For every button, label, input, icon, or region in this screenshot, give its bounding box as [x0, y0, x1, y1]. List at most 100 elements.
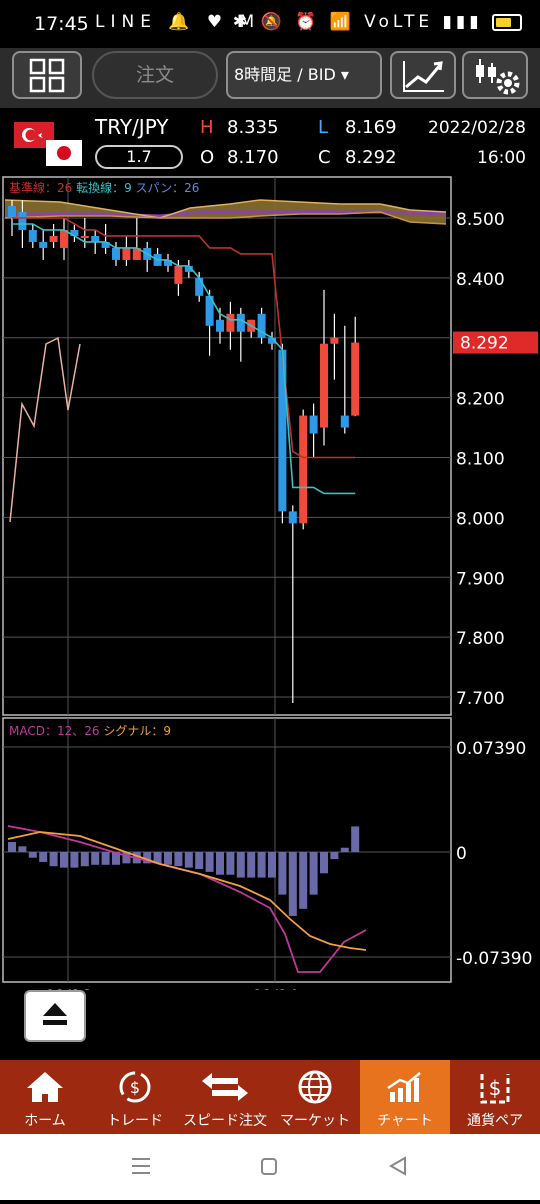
candle [205, 295, 214, 326]
open-value: 8.170 [227, 147, 279, 168]
bottom-nav: ホーム $ トレード スピード注文 マーケット [0, 1060, 540, 1134]
ichimoku-legend: 基準線：26 転換線：9 スパン：26 [9, 180, 199, 195]
candle [299, 415, 308, 524]
current-price-label: 8.292 [460, 334, 509, 354]
lagging-span-line [9, 336, 81, 523]
price-axis-label: 8.200 [456, 390, 505, 410]
legend-conversion: 転換線：9 [76, 180, 135, 195]
currency-pair[interactable]: TRY/JPY [95, 115, 169, 139]
legend-macd: MACD：12、26 [9, 724, 103, 738]
price-axis-label: 8.500 [456, 210, 505, 230]
nav-market[interactable]: マーケット [270, 1060, 360, 1134]
nav-currency-pair[interactable]: $ 通貨ペア [450, 1060, 540, 1134]
leading-span-a-line [4, 199, 447, 219]
home-system-icon[interactable] [261, 1158, 277, 1175]
nav-home[interactable]: ホーム [0, 1060, 90, 1134]
price-axis-label: 7.700 [456, 689, 505, 709]
nav-chart[interactable]: チャート [360, 1060, 450, 1134]
indicator-settings-button[interactable] [462, 51, 528, 99]
nav-speed-order[interactable]: スピード注文 [180, 1060, 270, 1134]
bar-chart-icon [387, 1072, 421, 1102]
macd-histogram-bar [70, 852, 79, 868]
macd-histogram-bar [247, 852, 256, 878]
leading-span-b-line [4, 211, 447, 225]
macd-histogram-bar [299, 852, 308, 909]
recents-icon[interactable] [132, 1158, 150, 1174]
candle [330, 337, 339, 344]
macd-histogram-bar [268, 852, 276, 878]
macd-histogram-bar [184, 852, 193, 868]
currency-flags [14, 122, 82, 166]
price-axis-label: 8.100 [456, 450, 505, 470]
macd-histogram-bar [216, 852, 224, 875]
candle [112, 247, 120, 260]
nav-trade[interactable]: $ トレード [90, 1060, 180, 1134]
bar-date: 2022/02/28 [428, 118, 526, 138]
signal-line [7, 831, 367, 951]
nav-trade-label: トレード [107, 1113, 163, 1129]
macd-histogram-bar [226, 852, 235, 875]
nav-home-label: ホーム [24, 1113, 66, 1129]
candle [8, 206, 16, 218]
macd-line [7, 825, 367, 973]
layout-grid-button[interactable] [12, 51, 82, 99]
candle [320, 343, 328, 428]
chart-type-button[interactable] [390, 51, 456, 99]
open-label: O [200, 147, 215, 168]
macd-histogram-bar [195, 852, 204, 870]
macd-histogram-bar [39, 852, 48, 862]
macd-histogram-bar [278, 852, 287, 895]
chart-toolbar: 注文 8時間足 / BID ▾ [0, 48, 540, 108]
macd-histogram-bar [91, 852, 100, 865]
macd-histogram-bar [174, 852, 183, 867]
chart-area[interactable]: 8.5008.4008.3008.2008.1008.0007.9007.800… [0, 174, 540, 1005]
macd-histogram-bar [28, 852, 37, 858]
nav-chart-label: チャート [377, 1113, 433, 1129]
price-axis-label: 7.800 [456, 629, 505, 649]
macd-histogram-bar [8, 842, 16, 852]
svg-text:$: $ [489, 1076, 502, 1100]
macd-axis-label: 0.07390 [456, 739, 526, 759]
ratio-badge: 1.7 [95, 145, 183, 169]
date-axis-label: 02/24 [252, 986, 298, 990]
order-button[interactable]: 注文 [92, 51, 218, 99]
system-icons: ✱ 🔕 ⏰ 📶 VoLTE ▮▮▮ [233, 12, 522, 32]
price-chart[interactable]: 8.5008.4008.3008.2008.1008.0007.9007.800… [0, 174, 540, 1005]
macd-histogram-bar [351, 826, 360, 852]
period-select[interactable]: 8時間足 / BID ▾ [226, 51, 382, 99]
collapse-panel-button[interactable] [24, 990, 86, 1042]
grid-icon [29, 58, 65, 93]
low-label: L [318, 117, 329, 138]
globe-icon [298, 1070, 332, 1104]
candle [268, 337, 276, 344]
candle [184, 265, 193, 272]
macd-histogram-bar [112, 852, 120, 865]
candle [278, 349, 287, 512]
candle [70, 229, 79, 236]
legend-signal: シグナル：9 [103, 724, 171, 738]
home-icon [27, 1072, 63, 1102]
macd-axis-label: 0 [456, 844, 467, 864]
back-icon[interactable] [388, 1156, 406, 1176]
macd-panel-frame [2, 717, 452, 983]
base-line [12, 217, 356, 459]
candle [28, 229, 37, 242]
macd-histogram-bar [288, 852, 297, 916]
candle [18, 212, 27, 230]
price-axis-label: 8.000 [456, 509, 505, 529]
price-panel-frame [2, 176, 452, 716]
macd-histogram-bar [49, 852, 58, 867]
svg-text:$: $ [130, 1078, 140, 1097]
nav-currency-pair-label: 通貨ペア [467, 1113, 523, 1129]
conversion-line [12, 223, 356, 495]
speed-arrows-icon [202, 1073, 248, 1101]
legend-base: 基準線：26 [9, 180, 76, 195]
macd-histogram-bar [205, 852, 214, 872]
candle [226, 313, 235, 332]
candle [91, 235, 100, 242]
system-status-icons: ✱ 🔕 ⏰ 📶 VoLTE ▮▮▮ [232, 12, 483, 32]
macd-histogram-bar [320, 852, 328, 874]
candle [309, 415, 318, 434]
candle [39, 241, 48, 248]
close-value: 8.292 [345, 147, 397, 168]
